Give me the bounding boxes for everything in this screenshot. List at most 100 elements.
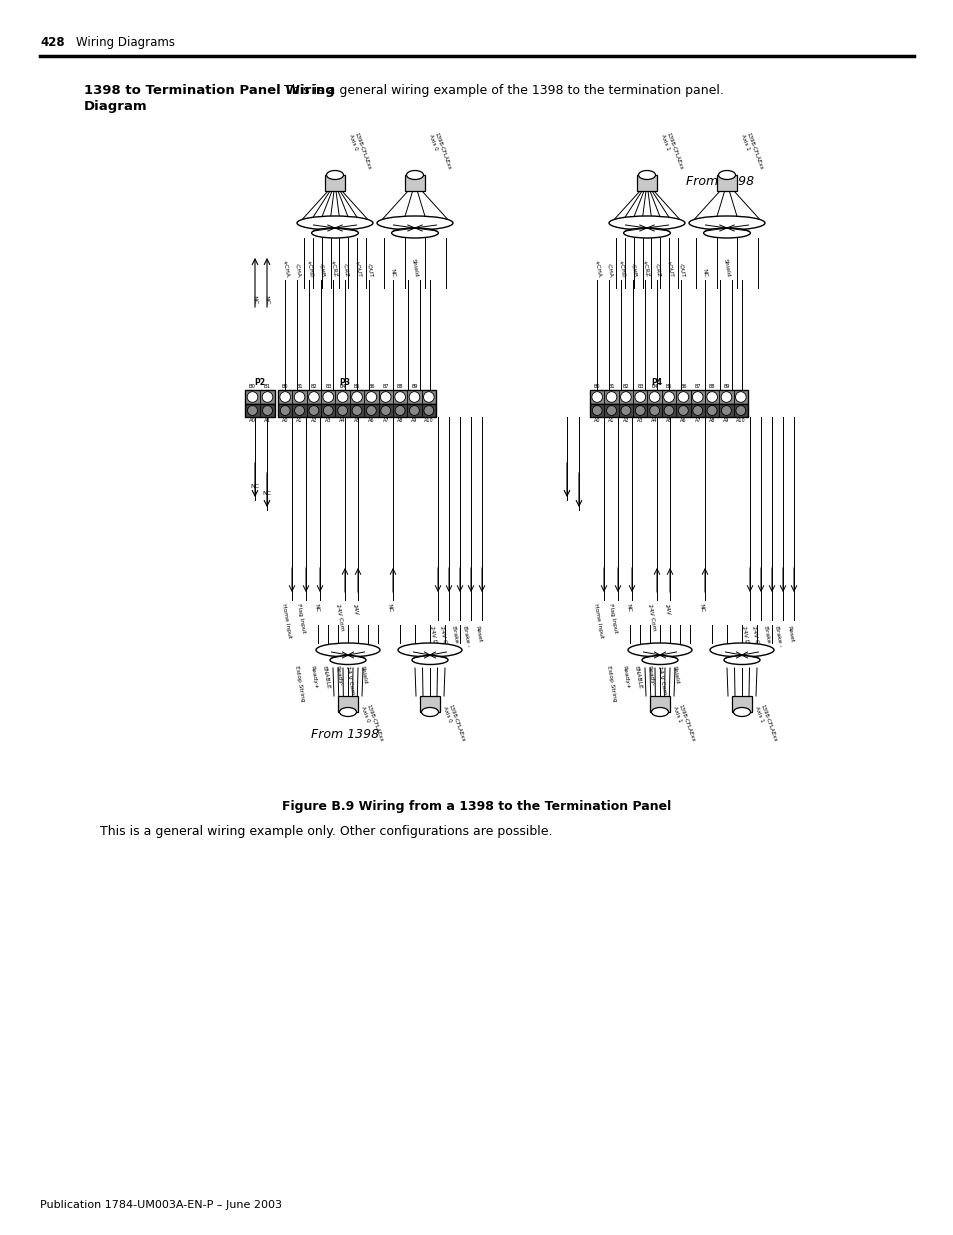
Ellipse shape: [723, 656, 760, 664]
Text: A6: A6: [679, 417, 686, 424]
Text: A2: A2: [622, 417, 628, 424]
Text: +OUT: +OUT: [664, 259, 672, 278]
Circle shape: [352, 405, 361, 415]
Circle shape: [423, 405, 434, 415]
Text: Home Input: Home Input: [281, 603, 292, 638]
Circle shape: [294, 405, 304, 415]
Ellipse shape: [315, 643, 379, 657]
Circle shape: [380, 405, 391, 415]
Text: A0: A0: [282, 417, 288, 424]
Text: 1398-CFLAExx
Axis 1: 1398-CFLAExx Axis 1: [740, 132, 763, 173]
Circle shape: [308, 391, 319, 403]
Text: B3: B3: [637, 384, 643, 389]
Text: A4: A4: [651, 417, 658, 424]
Circle shape: [620, 391, 631, 403]
Text: +CHA: +CHA: [281, 259, 289, 278]
Text: Home Input: Home Input: [593, 603, 603, 638]
Circle shape: [247, 391, 257, 403]
Text: B4: B4: [339, 384, 346, 389]
Text: From 1398: From 1398: [311, 727, 378, 741]
Circle shape: [380, 391, 391, 403]
Text: Reset: Reset: [474, 625, 481, 642]
Text: Estop String: Estop String: [294, 664, 305, 701]
Circle shape: [606, 405, 616, 415]
Bar: [337, 697, 357, 713]
Circle shape: [423, 391, 434, 403]
Text: 24V Com: 24V Com: [335, 603, 345, 631]
Text: B9: B9: [722, 384, 729, 389]
Text: NC: NC: [625, 603, 631, 613]
Circle shape: [720, 391, 731, 403]
Text: B4: B4: [651, 384, 658, 389]
Ellipse shape: [608, 216, 684, 230]
Text: B0: B0: [249, 384, 255, 389]
Circle shape: [395, 405, 405, 415]
Text: NC: NC: [251, 484, 259, 489]
Text: -CRZ: -CRZ: [653, 263, 660, 278]
Circle shape: [635, 391, 645, 403]
Text: A0: A0: [594, 417, 599, 424]
Text: B3: B3: [325, 384, 332, 389]
Text: Wiring Diagrams: Wiring Diagrams: [76, 36, 174, 49]
Circle shape: [649, 391, 659, 403]
Circle shape: [692, 391, 702, 403]
Circle shape: [323, 405, 333, 415]
Ellipse shape: [733, 708, 750, 716]
Text: B9: B9: [411, 384, 417, 389]
Bar: [419, 697, 439, 713]
Text: +CHB: +CHB: [617, 259, 624, 278]
Circle shape: [692, 405, 702, 415]
Text: A1: A1: [264, 417, 271, 424]
Text: NC: NC: [390, 269, 395, 278]
Text: Publication 1784-UM003A-EN-P – June 2003: Publication 1784-UM003A-EN-P – June 2003: [40, 1200, 282, 1210]
Text: A7: A7: [382, 417, 389, 424]
Circle shape: [309, 405, 318, 415]
Circle shape: [337, 391, 348, 403]
Text: Ready-: Ready-: [335, 664, 343, 687]
Circle shape: [279, 391, 291, 403]
Text: -CHB: -CHB: [629, 263, 636, 278]
Text: Ready-: Ready-: [646, 664, 655, 687]
Circle shape: [706, 405, 717, 415]
Circle shape: [663, 391, 674, 403]
Text: -OUT: -OUT: [365, 262, 373, 278]
Circle shape: [663, 405, 673, 415]
Ellipse shape: [412, 656, 448, 664]
Bar: [277, 390, 436, 404]
Text: 24V: 24V: [662, 603, 669, 615]
Bar: [277, 404, 436, 417]
Text: A1: A1: [296, 417, 302, 424]
Circle shape: [649, 405, 659, 415]
Text: +CRZ: +CRZ: [329, 259, 336, 278]
Text: +CRZ: +CRZ: [640, 259, 648, 278]
Circle shape: [366, 391, 376, 403]
Ellipse shape: [623, 228, 670, 238]
Text: P3: P3: [338, 378, 350, 387]
Bar: [245, 390, 274, 404]
Text: 24V DC-: 24V DC-: [428, 625, 437, 650]
Text: 1398-CFLAExx
Axis 0: 1398-CFLAExx Axis 0: [359, 704, 383, 745]
Text: 1398-CFLAExx
Axis 1: 1398-CFLAExx Axis 1: [659, 132, 683, 173]
Ellipse shape: [397, 643, 461, 657]
Text: Ready+: Ready+: [620, 664, 629, 689]
Text: 1398 to Termination Panel Wiring: 1398 to Termination Panel Wiring: [84, 84, 335, 98]
Text: A10: A10: [423, 417, 434, 424]
Text: B7: B7: [382, 384, 389, 389]
Circle shape: [605, 391, 617, 403]
Ellipse shape: [709, 643, 773, 657]
Text: From 1398: From 1398: [685, 175, 753, 188]
Ellipse shape: [718, 170, 735, 179]
Text: A0: A0: [249, 417, 255, 424]
Circle shape: [591, 391, 602, 403]
Text: A3: A3: [637, 417, 643, 424]
Text: 1398-CFLAExx
Axis 1: 1398-CFLAExx Axis 1: [753, 704, 777, 745]
Text: A8: A8: [708, 417, 715, 424]
Text: B2: B2: [622, 384, 628, 389]
Text: NC: NC: [252, 295, 258, 305]
Text: Flag Input: Flag Input: [295, 603, 306, 634]
Circle shape: [247, 405, 257, 415]
Ellipse shape: [330, 656, 366, 664]
Text: 24V Com: 24V Com: [439, 625, 449, 653]
Ellipse shape: [627, 643, 691, 657]
Text: -OUT: -OUT: [677, 262, 684, 278]
